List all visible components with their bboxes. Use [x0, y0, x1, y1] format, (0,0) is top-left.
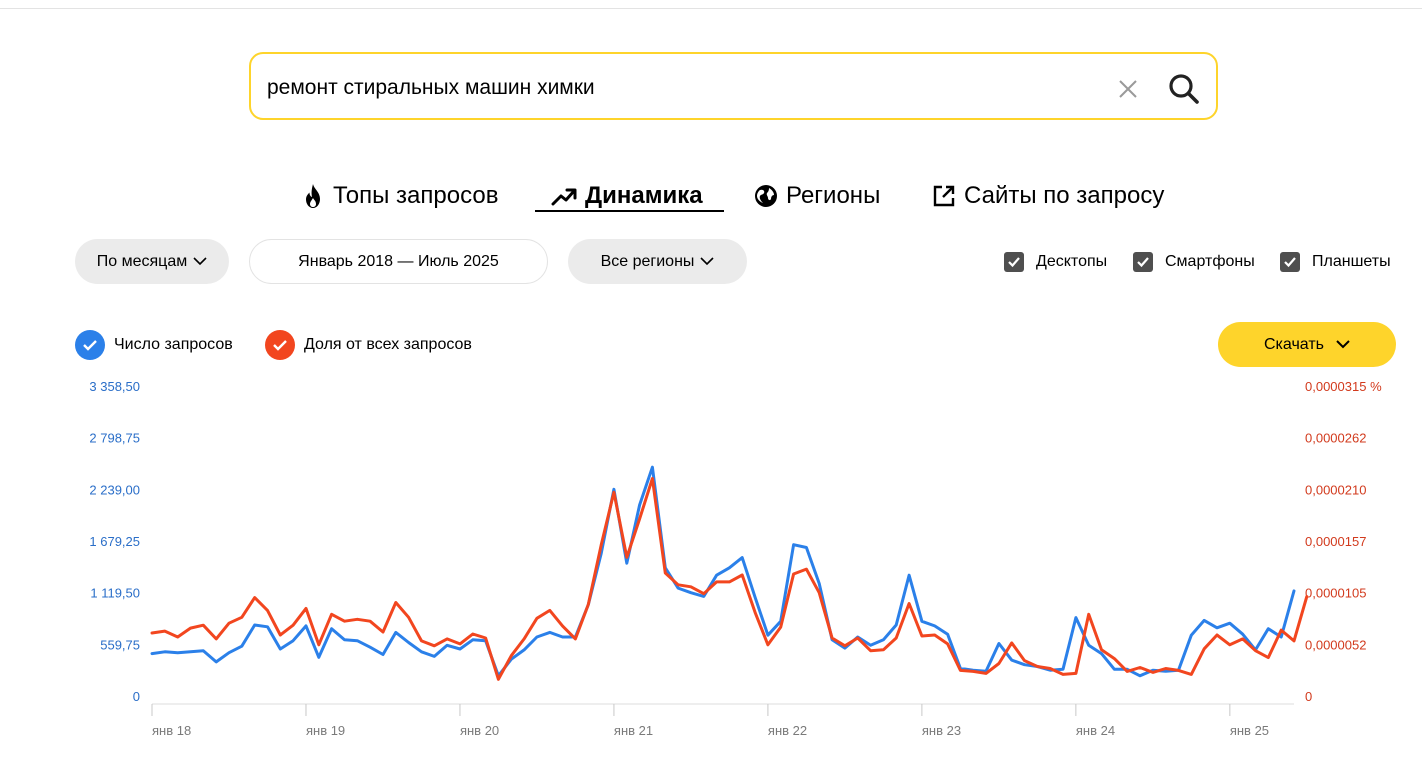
trend-icon — [551, 188, 577, 206]
legend-label: Число запросов — [114, 336, 233, 353]
y-left-tick-label: 1 119,50 — [90, 586, 140, 601]
tab-label: Топы запросов — [333, 182, 499, 209]
y-right-tick-label: 0,0000262 — [1305, 431, 1366, 446]
chevron-down-icon — [1336, 340, 1350, 349]
region-label: Все регионы — [600, 252, 695, 270]
legend-label: Доля от всех запросов — [304, 336, 472, 353]
x-tick-label: янв 23 — [922, 723, 961, 738]
x-tick-label: янв 19 — [306, 723, 345, 738]
checkbox-label: Планшеты — [1312, 253, 1391, 270]
region-dropdown[interactable]: Все регионы — [568, 239, 747, 284]
y-left-tick-label: 2 798,75 — [89, 431, 140, 446]
top-divider — [0, 8, 1422, 9]
y-right-tick-label: 0 — [1305, 689, 1312, 704]
date-range-label: Январь 2018 — Июль 2025 — [298, 252, 499, 270]
check-icon — [265, 330, 295, 360]
y-left-tick-label: 3 358,50 — [89, 379, 140, 394]
x-tick-label: янв 21 — [614, 723, 653, 738]
y-right-tick-label: 0,0000105 — [1305, 586, 1366, 601]
active-tab-underline — [535, 210, 724, 212]
download-label: Скачать — [1264, 335, 1324, 353]
y-left-tick-label: 0 — [133, 689, 140, 704]
tab-bar: Топы запросов Динамика Регионы Сайты по … — [0, 172, 1422, 222]
external-link-icon — [933, 185, 955, 207]
search-input[interactable] — [267, 75, 1087, 101]
y-right-tick-label: 0,0000315 % — [1305, 379, 1382, 394]
tab-top-queries[interactable]: Топы запросов — [301, 180, 498, 212]
y-left-tick-label: 1 679,25 — [89, 534, 140, 549]
close-icon[interactable] — [1117, 78, 1139, 100]
checkbox-label: Десктопы — [1036, 253, 1108, 270]
search-icon[interactable] — [1167, 72, 1201, 106]
tab-regions[interactable]: Регионы — [754, 180, 880, 212]
chevron-down-icon — [700, 257, 714, 266]
series-line-query-share — [150, 477, 1309, 681]
y-left-tick-label: 2 239,00 — [89, 482, 140, 497]
fire-icon — [306, 184, 320, 208]
checkbox-tablets[interactable]: Планшеты — [1280, 251, 1391, 273]
checkbox-icon — [1004, 252, 1024, 272]
y-right-tick-label: 0,0000052 — [1305, 637, 1366, 652]
checkbox-icon — [1280, 252, 1300, 272]
x-tick-label: янв 22 — [768, 723, 807, 738]
search-bar — [249, 52, 1218, 120]
globe-icon — [755, 185, 777, 207]
tab-sites[interactable]: Сайты по запросу — [932, 180, 1164, 212]
legend-query-count[interactable]: Число запросов — [75, 330, 233, 360]
x-tick-label: янв 18 — [152, 723, 191, 738]
legend-query-share[interactable]: Доля от всех запросов — [265, 330, 472, 360]
period-group-dropdown[interactable]: По месяцам — [75, 239, 229, 284]
checkbox-desktops[interactable]: Десктопы — [1004, 251, 1107, 273]
tab-dynamics[interactable]: Динамика — [551, 180, 703, 212]
tab-label: Сайты по запросу — [964, 182, 1165, 209]
tab-label: Динамика — [585, 182, 703, 209]
check-icon — [75, 330, 105, 360]
y-right-tick-label: 0,0000210 — [1305, 482, 1366, 497]
x-tick-label: янв 20 — [460, 723, 499, 738]
checkbox-label: Смартфоны — [1165, 253, 1255, 270]
y-left-tick-label: 559,75 — [100, 637, 140, 652]
x-tick-label: янв 25 — [1230, 723, 1269, 738]
period-group-label: По месяцам — [96, 252, 188, 270]
checkbox-icon — [1133, 252, 1153, 272]
download-button[interactable]: Скачать — [1218, 322, 1396, 367]
checkbox-smartphones[interactable]: Смартфоны — [1133, 251, 1255, 273]
x-tick-label: янв 24 — [1076, 723, 1115, 738]
tab-label: Регионы — [786, 182, 881, 209]
y-right-tick-label: 0,0000157 — [1305, 534, 1366, 549]
series-line-query-count — [150, 465, 1296, 678]
chevron-down-icon — [193, 257, 207, 266]
date-range-picker[interactable]: Январь 2018 — Июль 2025 — [249, 239, 548, 284]
